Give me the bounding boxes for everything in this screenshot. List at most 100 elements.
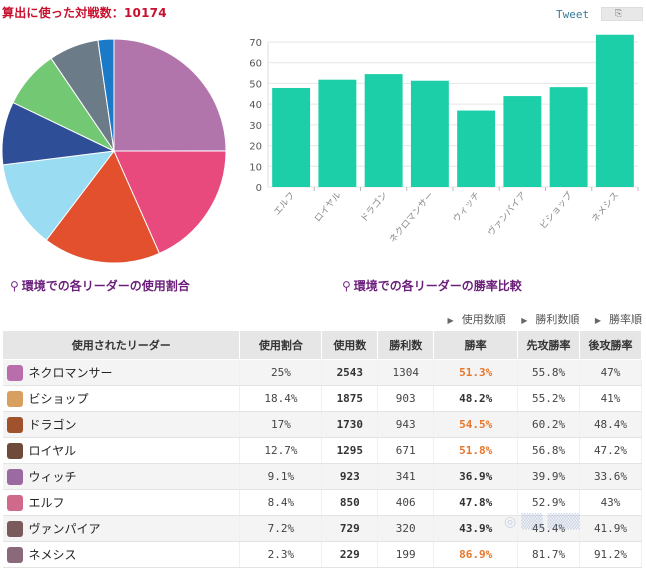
- leader-usage-pie-chart: [1, 38, 227, 264]
- table-row: ウィッチ 9.1% 923 341 36.9% 39.9% 33.6%: [2, 463, 642, 490]
- table-row: エルフ 8.4% 850 406 47.8% 52.9% 43%: [2, 489, 642, 516]
- y-tick-label: 60: [249, 59, 262, 70]
- bar: [549, 87, 588, 187]
- first-winrate-cell: 39.9%: [517, 463, 580, 490]
- x-tick-label: ヴァンパイア: [485, 189, 529, 238]
- winrate-cell: 47.8%: [433, 489, 519, 516]
- leader-cell: ロイヤル: [2, 437, 241, 464]
- leader-name: エルフ: [28, 495, 65, 510]
- leader-cell: ビショップ: [2, 385, 241, 412]
- leader-name: ウィッチ: [28, 469, 77, 484]
- sort-by-usage-link[interactable]: ▶ 使用数順: [447, 313, 506, 326]
- second-winrate-cell: 47%: [579, 359, 642, 386]
- leader-cell: ヴァンパイア: [2, 515, 241, 542]
- leader-stats-table: 使用されたリーダー 使用割合 使用数 勝利数 勝率 先攻勝率 後攻勝率 ネクロマ…: [1, 330, 642, 568]
- win-count-cell: 903: [377, 385, 435, 412]
- usage-share-cell: 12.7%: [239, 437, 323, 464]
- winrate-cell: 43.9%: [433, 515, 519, 542]
- pie-slice: [113, 150, 227, 255]
- first-winrate-cell: 56.8%: [517, 437, 580, 464]
- second-winrate-cell: 33.6%: [579, 463, 642, 490]
- usage-count-cell: 1295: [321, 437, 379, 464]
- usage-count-cell: 850: [321, 489, 379, 516]
- x-tick-label: ドラゴン: [358, 189, 390, 224]
- column-header-wins[interactable]: 勝利数: [377, 330, 435, 360]
- pie-caption-text: 環境での各リーダーの使用割合: [21, 279, 190, 293]
- column-header-share[interactable]: 使用割合: [239, 330, 323, 360]
- pie-caption: ⚲ 環境での各リーダーの使用割合: [10, 277, 190, 294]
- bar-caption-text: 環境での各リーダーの勝率比較: [353, 279, 522, 293]
- column-header-leader[interactable]: 使用されたリーダー: [1, 330, 241, 360]
- leader-avatar-icon: [6, 417, 23, 434]
- y-tick-label: 40: [249, 100, 262, 111]
- bar: [410, 80, 449, 187]
- second-winrate-cell: 48.4%: [579, 411, 642, 438]
- y-tick-label: 10: [249, 162, 262, 173]
- leader-avatar-icon: [6, 391, 23, 408]
- column-header-first-winrate[interactable]: 先攻勝率: [517, 330, 580, 360]
- tweet-button[interactable]: ⎘: [601, 7, 643, 21]
- leader-avatar-icon: [6, 469, 23, 486]
- sort-links: ▶ 使用数順 ▶ 勝利数順 ▶ 勝率順: [436, 311, 642, 327]
- usage-count-cell: 729: [321, 515, 379, 542]
- second-winrate-cell: 41.9%: [579, 515, 642, 542]
- y-tick-label: 0: [256, 183, 262, 194]
- leader-cell: ドラゴン: [2, 411, 241, 438]
- leader-cell: ウィッチ: [2, 463, 241, 490]
- second-winrate-cell: 91.2%: [579, 541, 642, 568]
- map-pin-icon: ⚲: [342, 279, 351, 293]
- win-count-cell: 406: [377, 489, 435, 516]
- battle-count-title: 算出に使った対戦数：10174: [2, 6, 167, 20]
- column-header-used[interactable]: 使用数: [321, 330, 379, 360]
- leader-name: ドラゴン: [28, 417, 77, 432]
- bar: [595, 34, 634, 187]
- x-tick-label: エルフ: [272, 191, 297, 218]
- table-row: ロイヤル 12.7% 1295 671 51.8% 56.8% 47.2%: [2, 437, 642, 464]
- leader-name: ビショップ: [28, 391, 89, 406]
- pie-slice: [2, 150, 116, 241]
- bar: [318, 79, 357, 187]
- y-tick-label: 50: [249, 79, 262, 90]
- tweet-link[interactable]: Tweet: [556, 8, 590, 21]
- x-tick-label: ロイヤル: [313, 191, 344, 225]
- usage-count-cell: 1875: [321, 385, 379, 412]
- winrate-cell: 51.8%: [433, 437, 519, 464]
- column-header-second-winrate[interactable]: 後攻勝率: [579, 330, 642, 360]
- leader-name: ネメシス: [28, 547, 77, 562]
- winrate-cell: 36.9%: [433, 463, 519, 490]
- watermark-logo: ◎ ▒▒ ▒▒▒: [504, 514, 580, 530]
- first-winrate-cell: 60.2%: [517, 411, 580, 438]
- map-pin-icon: ⚲: [10, 279, 19, 293]
- leader-name: ネクロマンサー: [28, 365, 113, 380]
- x-tick-label: ネメシス: [590, 190, 622, 225]
- win-count-cell: 671: [377, 437, 435, 464]
- triangle-right-icon: ▶: [521, 316, 528, 325]
- winrate-cell: 51.3%: [433, 359, 519, 386]
- y-tick-label: 70: [249, 38, 262, 49]
- table-row: ネクロマンサー 25% 2543 1304 51.3% 55.8% 47%: [2, 359, 642, 386]
- first-winrate-cell: 81.7%: [517, 541, 580, 568]
- second-winrate-cell: 47.2%: [579, 437, 642, 464]
- leader-avatar-icon: [6, 365, 23, 382]
- sort-by-winrate-link[interactable]: ▶ 勝率順: [594, 313, 642, 326]
- usage-share-cell: 8.4%: [239, 489, 323, 516]
- sort-by-wins-link[interactable]: ▶ 勝利数順: [521, 313, 580, 326]
- x-tick-label: ネクロマンサー: [387, 190, 436, 245]
- table-row: ネメシス 2.3% 229 199 86.9% 81.7% 91.2%: [2, 541, 642, 568]
- table-row: ビショップ 18.4% 1875 903 48.2% 55.2% 41%: [2, 385, 642, 412]
- column-header-winrate[interactable]: 勝率: [433, 330, 519, 360]
- table-row: ヴァンパイア 7.2% 729 320 43.9% 45.4% 41.9%: [2, 515, 642, 542]
- usage-share-cell: 25%: [239, 359, 323, 386]
- win-count-cell: 1304: [377, 359, 435, 386]
- leader-avatar-icon: [6, 495, 23, 512]
- winrate-cell: 54.5%: [433, 411, 519, 438]
- y-tick-label: 20: [249, 142, 262, 153]
- x-tick-label: ビショップ: [538, 190, 575, 232]
- bar: [503, 96, 542, 187]
- leader-avatar-icon: [6, 547, 23, 564]
- leader-name: ロイヤル: [28, 443, 77, 458]
- first-winrate-cell: 45.4%: [517, 515, 580, 542]
- x-tick-label: ウィッチ: [451, 190, 483, 225]
- usage-share-cell: 18.4%: [239, 385, 323, 412]
